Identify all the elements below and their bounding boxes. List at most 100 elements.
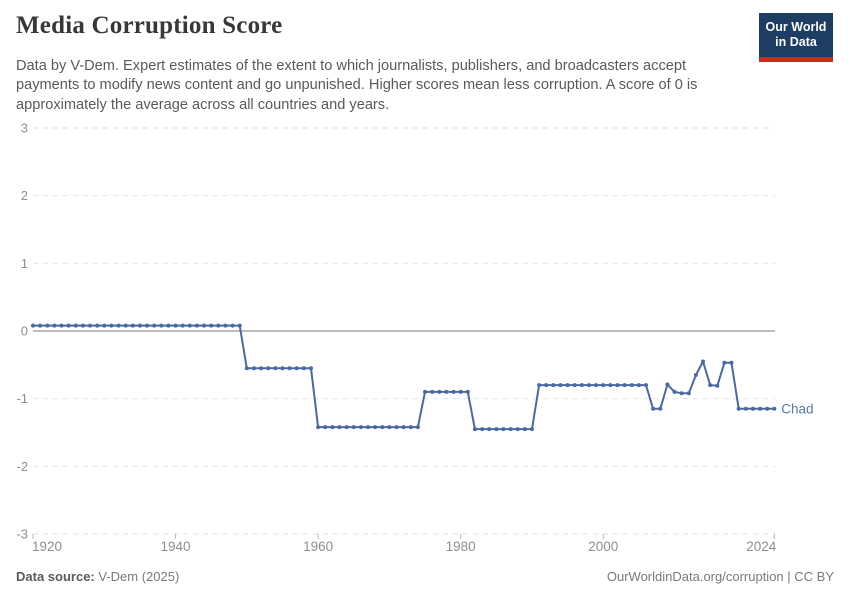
data-point — [394, 425, 399, 430]
data-point — [109, 323, 114, 328]
owid-logo-line1: Our World — [765, 20, 827, 34]
data-point — [487, 427, 492, 432]
data-point — [145, 323, 149, 328]
data-point — [522, 427, 527, 432]
data-source-value: V-Dem (2025) — [94, 569, 180, 584]
data-point — [180, 323, 185, 328]
data-point — [451, 389, 456, 394]
data-point — [273, 366, 278, 371]
data-point — [408, 425, 413, 430]
data-point — [102, 323, 107, 328]
data-point — [59, 323, 64, 328]
data-point — [758, 406, 763, 411]
data-point — [472, 427, 477, 432]
chart-footer: Data source: V-Dem (2025) OurWorldinData… — [16, 569, 834, 584]
y-axis-tick-label: -3 — [16, 527, 28, 542]
owid-logo-line2: in Data — [775, 35, 817, 50]
data-point — [715, 383, 720, 388]
y-axis-tick-label: -1 — [16, 391, 28, 406]
data-point — [123, 323, 128, 328]
data-point — [530, 427, 534, 432]
data-point — [351, 425, 356, 430]
data-point — [337, 425, 342, 430]
data-point — [31, 323, 35, 328]
data-point — [501, 427, 506, 432]
data-point — [73, 323, 78, 328]
data-point — [458, 389, 463, 394]
data-point — [237, 323, 242, 328]
data-point — [223, 323, 228, 328]
data-point — [387, 425, 392, 430]
data-point — [508, 427, 513, 432]
data-point — [45, 323, 50, 328]
data-point — [558, 383, 563, 388]
data-point — [708, 383, 713, 388]
data-point — [551, 383, 556, 388]
data-point — [587, 383, 591, 388]
data-point — [665, 382, 670, 387]
data-point — [52, 323, 57, 328]
data-point — [380, 425, 385, 430]
data-point — [658, 406, 663, 411]
data-point — [137, 323, 142, 328]
data-point — [309, 366, 313, 371]
data-point — [544, 383, 549, 388]
data-point — [194, 323, 199, 328]
data-point — [173, 323, 178, 328]
data-point — [615, 383, 620, 388]
data-point — [266, 366, 271, 371]
data-point — [636, 383, 641, 388]
data-point — [259, 366, 264, 371]
data-source-label: Data source: — [16, 569, 95, 584]
data-point — [287, 366, 292, 371]
data-point — [415, 425, 420, 430]
data-point — [187, 323, 192, 328]
data-line-chad — [33, 324, 775, 431]
data-point — [159, 323, 164, 328]
data-point — [80, 323, 85, 328]
data-point — [651, 406, 656, 411]
data-point — [729, 360, 734, 365]
x-axis-tick-label: 1980 — [446, 539, 476, 554]
data-point — [344, 425, 349, 430]
data-point — [772, 406, 777, 411]
attribution-note: OurWorldinData.org/corruption | CC BY — [606, 569, 834, 584]
data-point — [629, 383, 634, 388]
data-point — [494, 427, 499, 432]
data-point — [216, 323, 221, 328]
x-axis-tick-label: 1940 — [161, 539, 191, 554]
data-point — [672, 389, 677, 394]
data-point — [230, 323, 235, 328]
data-point — [701, 359, 705, 364]
data-point — [95, 323, 100, 328]
data-point — [579, 383, 584, 388]
data-point — [537, 383, 542, 388]
data-point — [330, 425, 335, 430]
data-point — [743, 406, 748, 411]
data-point — [316, 425, 321, 430]
data-point — [423, 389, 427, 394]
x-axis-tick-label: 1920 — [32, 539, 62, 554]
data-point — [686, 391, 691, 396]
data-point — [244, 366, 249, 371]
data-point — [693, 373, 698, 377]
data-point — [565, 383, 570, 388]
data-point — [608, 383, 613, 388]
data-point — [480, 427, 485, 432]
x-axis-tick-label: 1960 — [303, 539, 333, 554]
data-point — [301, 366, 306, 371]
data-point — [644, 383, 648, 388]
data-point — [465, 389, 470, 394]
data-point — [252, 366, 256, 371]
data-point — [209, 323, 214, 328]
page-title: Media Corruption Score — [16, 12, 283, 39]
x-axis-tick-label: 2024 — [746, 539, 777, 554]
data-point — [358, 425, 363, 430]
data-point — [294, 366, 299, 371]
y-axis-tick-label: 3 — [21, 120, 28, 135]
data-point — [572, 383, 577, 388]
data-source-note: Data source: V-Dem (2025) — [16, 569, 179, 584]
data-point — [736, 406, 741, 411]
